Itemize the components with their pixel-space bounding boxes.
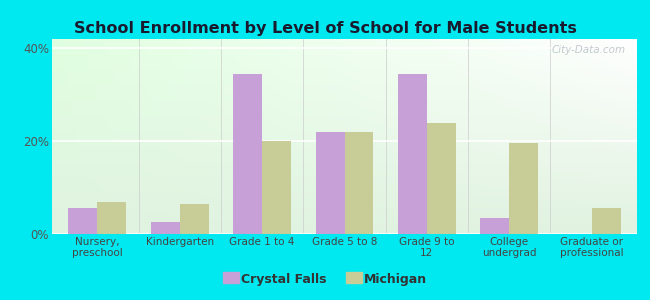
Bar [592, 208, 621, 234]
Bar [510, 143, 538, 234]
Bar [316, 132, 344, 234]
Bar [233, 74, 262, 234]
Text: City-Data.com: City-Data.com [551, 45, 625, 55]
Bar [151, 222, 179, 234]
Bar [398, 74, 427, 234]
Bar [262, 141, 291, 234]
Bar [179, 204, 209, 234]
Bar [480, 218, 510, 234]
Bar [427, 123, 456, 234]
Bar [98, 202, 126, 234]
Legend: Crystal Falls, Michigan: Crystal Falls, Michigan [218, 268, 432, 291]
Bar [344, 132, 373, 234]
Text: School Enrollment by Level of School for Male Students: School Enrollment by Level of School for… [73, 21, 577, 36]
Bar [68, 208, 98, 234]
